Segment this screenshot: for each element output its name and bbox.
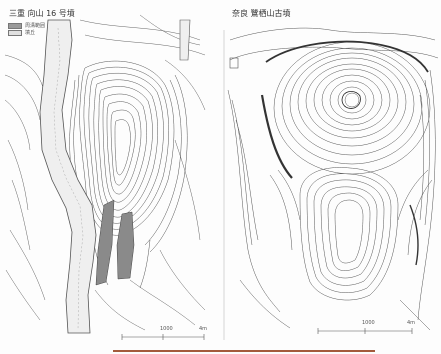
legend-swatch-light — [8, 29, 22, 36]
left-scale-end: 4m — [199, 326, 207, 332]
legend-swatch-dark — [8, 22, 22, 29]
ditch-right — [116, 211, 135, 280]
right-marker-box — [229, 57, 239, 69]
right-scale-mid: 1000 — [362, 320, 375, 326]
bottom-accent-rule — [113, 350, 375, 352]
ditch-left — [95, 199, 115, 286]
legend-item-mound: 墳丘 — [8, 29, 45, 36]
road-band — [39, 19, 97, 334]
right-scale-end: 4m — [407, 320, 415, 326]
legend-label-ditch: 周溝範囲 — [25, 23, 46, 29]
right-panel-title: 奈良 鷺栖山古墳 — [232, 9, 291, 18]
legend-label-mound: 墳丘 — [25, 30, 36, 36]
left-legend: 周溝範囲 墳丘 — [8, 22, 45, 36]
left-scale-mid: 1000 — [160, 326, 173, 332]
legend-item-ditch: 周溝範囲 — [8, 22, 45, 29]
left-panel-title: 三重 向山 16 号墳 — [9, 9, 75, 18]
